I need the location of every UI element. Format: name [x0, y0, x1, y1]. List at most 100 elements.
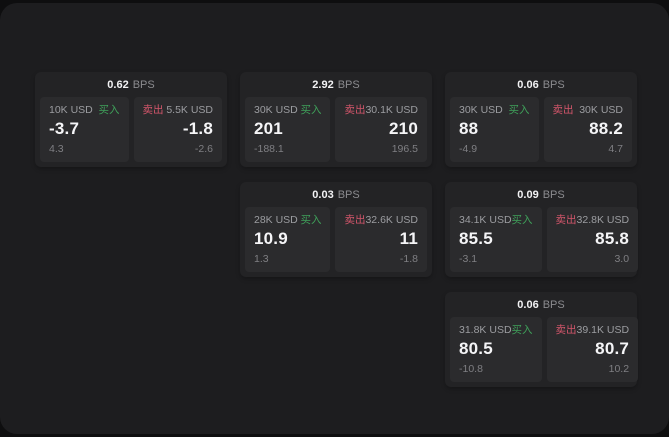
sell-panel[interactable]: 卖出 30.1K USD 210 196.5	[335, 97, 427, 162]
sell-panel-top: 卖出 30.1K USD	[344, 104, 418, 117]
sell-panel-top: 卖出 32.8K USD	[556, 214, 630, 227]
sell-side-label: 卖出	[552, 104, 574, 116]
spread-bps-value: 0.06	[517, 78, 539, 91]
spread-bps-value: 0.06	[517, 298, 539, 311]
buy-size-label: 10K USD	[49, 104, 93, 116]
sell-panel[interactable]: 卖出 30K USD 88.2 4.7	[543, 97, 632, 162]
bps-unit-label: BPS	[542, 188, 565, 201]
spread-header: 0.06 BPS	[445, 72, 637, 97]
buy-change: -4.9	[459, 143, 478, 155]
sell-size-label: 32.8K USD	[576, 214, 630, 226]
buy-price: 80.5	[459, 339, 493, 358]
spread-header: 2.92 BPS	[240, 72, 432, 97]
sell-side-label: 卖出	[344, 104, 366, 116]
sell-size-label: 30K USD	[579, 104, 623, 116]
sell-panel[interactable]: 卖出 5.5K USD -1.8 -2.6	[133, 97, 222, 162]
sell-change: 3.0	[614, 253, 630, 265]
sell-side-label: 卖出	[555, 324, 577, 336]
bps-unit-label: BPS	[542, 298, 565, 311]
sell-change: 196.5	[391, 143, 418, 155]
sell-change: -1.8	[399, 253, 418, 265]
buy-panel-top: 30K USD 买入	[254, 104, 321, 117]
buy-panel-top: 34.1K USD 买入	[459, 214, 533, 227]
buy-change: -188.1	[254, 143, 284, 155]
buy-change: 1.3	[254, 253, 269, 265]
buy-panel-top: 10K USD 买入	[49, 104, 120, 117]
quote-card: 0.62 BPS 10K USD 买入 -3.7 4.3 卖出 5.5K USD…	[35, 72, 227, 167]
buy-side-label: 买入	[511, 214, 533, 226]
quote-panels: 28K USD 买入 10.9 1.3 卖出 32.6K USD 11 -1.8	[240, 207, 432, 272]
buy-panel[interactable]: 10K USD 买入 -3.7 4.3	[40, 97, 129, 162]
buy-size-label: 31.8K USD	[459, 324, 512, 336]
buy-change: 4.3	[49, 143, 64, 155]
sell-panel-top: 卖出 39.1K USD	[556, 324, 630, 337]
sell-price: -1.8	[182, 119, 213, 138]
sell-price: 11	[399, 229, 418, 248]
sell-change: 10.2	[608, 363, 630, 375]
buy-side-label: 买入	[300, 214, 322, 226]
sell-price: 80.7	[595, 339, 630, 358]
spread-bps-value: 0.09	[517, 188, 539, 201]
sell-change: 4.7	[608, 143, 623, 155]
buy-price: 88	[459, 119, 479, 138]
sell-price: 88.2	[589, 119, 623, 138]
sell-size-label: 5.5K USD	[166, 104, 213, 116]
sell-side-label: 卖出	[344, 214, 366, 226]
quote-panels: 31.8K USD 买入 80.5 -10.8 卖出 39.1K USD 80.…	[445, 317, 639, 382]
buy-panel-top: 31.8K USD 买入	[459, 324, 533, 337]
quote-card: 0.06 BPS 30K USD 买入 88 -4.9 卖出 30K USD 8…	[445, 72, 637, 167]
spread-header: 0.62 BPS	[35, 72, 227, 97]
sell-panel[interactable]: 卖出 32.6K USD 11 -1.8	[335, 207, 427, 272]
quote-card: 0.06 BPS 31.8K USD 买入 80.5 -10.8 卖出 39.1…	[445, 292, 639, 387]
buy-size-label: 34.1K USD	[459, 214, 512, 226]
buy-panel[interactable]: 34.1K USD 买入 85.5 -3.1	[450, 207, 542, 272]
quote-panels: 34.1K USD 买入 85.5 -3.1 卖出 32.8K USD 85.8…	[445, 207, 639, 272]
spread-bps-value: 2.92	[312, 78, 334, 91]
quote-card: 0.09 BPS 34.1K USD 买入 85.5 -3.1 卖出 32.8K…	[445, 182, 639, 277]
bps-unit-label: BPS	[337, 78, 360, 91]
spread-header: 0.06 BPS	[445, 292, 637, 317]
sell-price: 210	[389, 119, 418, 138]
sell-size-label: 39.1K USD	[576, 324, 630, 336]
buy-side-label: 买入	[300, 104, 322, 116]
buy-price: 201	[254, 119, 283, 138]
quote-panels: 10K USD 买入 -3.7 4.3 卖出 5.5K USD -1.8 -2.…	[35, 97, 227, 162]
spread-bps-value: 0.62	[107, 78, 129, 91]
sell-side-label: 卖出	[555, 214, 577, 226]
buy-price: 10.9	[254, 229, 288, 248]
buy-panel[interactable]: 30K USD 买入 88 -4.9	[450, 97, 539, 162]
buy-price: 85.5	[459, 229, 493, 248]
sell-panel-top: 卖出 30K USD	[553, 104, 624, 117]
quote-panels: 30K USD 买入 88 -4.9 卖出 30K USD 88.2 4.7	[445, 97, 637, 162]
buy-side-label: 买入	[511, 324, 533, 336]
spread-bps-value: 0.03	[312, 188, 334, 201]
quote-card: 0.03 BPS 28K USD 买入 10.9 1.3 卖出 32.6K US…	[240, 182, 432, 277]
buy-size-label: 30K USD	[459, 104, 503, 116]
quote-panels: 30K USD 买入 201 -188.1 卖出 30.1K USD 210 1…	[240, 97, 432, 162]
buy-panel[interactable]: 30K USD 买入 201 -188.1	[245, 97, 331, 162]
spread-header: 0.03 BPS	[240, 182, 432, 207]
bps-unit-label: BPS	[132, 78, 155, 91]
buy-panel-top: 30K USD 买入	[459, 104, 530, 117]
sell-size-label: 32.6K USD	[365, 214, 418, 226]
buy-panel[interactable]: 31.8K USD 买入 80.5 -10.8	[450, 317, 542, 382]
sell-panel[interactable]: 卖出 32.8K USD 85.8 3.0	[546, 207, 639, 272]
sell-change: -2.6	[194, 143, 213, 155]
sell-panel[interactable]: 卖出 39.1K USD 80.7 10.2	[546, 317, 639, 382]
sell-size-label: 30.1K USD	[365, 104, 418, 116]
buy-size-label: 28K USD	[254, 214, 298, 226]
sell-panel-top: 卖出 5.5K USD	[143, 104, 214, 117]
buy-change: -10.8	[459, 363, 483, 375]
buy-panel[interactable]: 28K USD 买入 10.9 1.3	[245, 207, 331, 272]
buy-change: -3.1	[459, 253, 478, 265]
buy-side-label: 买入	[508, 104, 530, 116]
sell-side-label: 卖出	[142, 104, 164, 116]
spread-header: 0.09 BPS	[445, 182, 637, 207]
buy-price: -3.7	[49, 119, 80, 138]
buy-panel-top: 28K USD 买入	[254, 214, 321, 227]
sell-price: 85.8	[595, 229, 630, 248]
bps-unit-label: BPS	[337, 188, 360, 201]
quote-card: 2.92 BPS 30K USD 买入 201 -188.1 卖出 30.1K …	[240, 72, 432, 167]
sell-panel-top: 卖出 32.6K USD	[344, 214, 418, 227]
